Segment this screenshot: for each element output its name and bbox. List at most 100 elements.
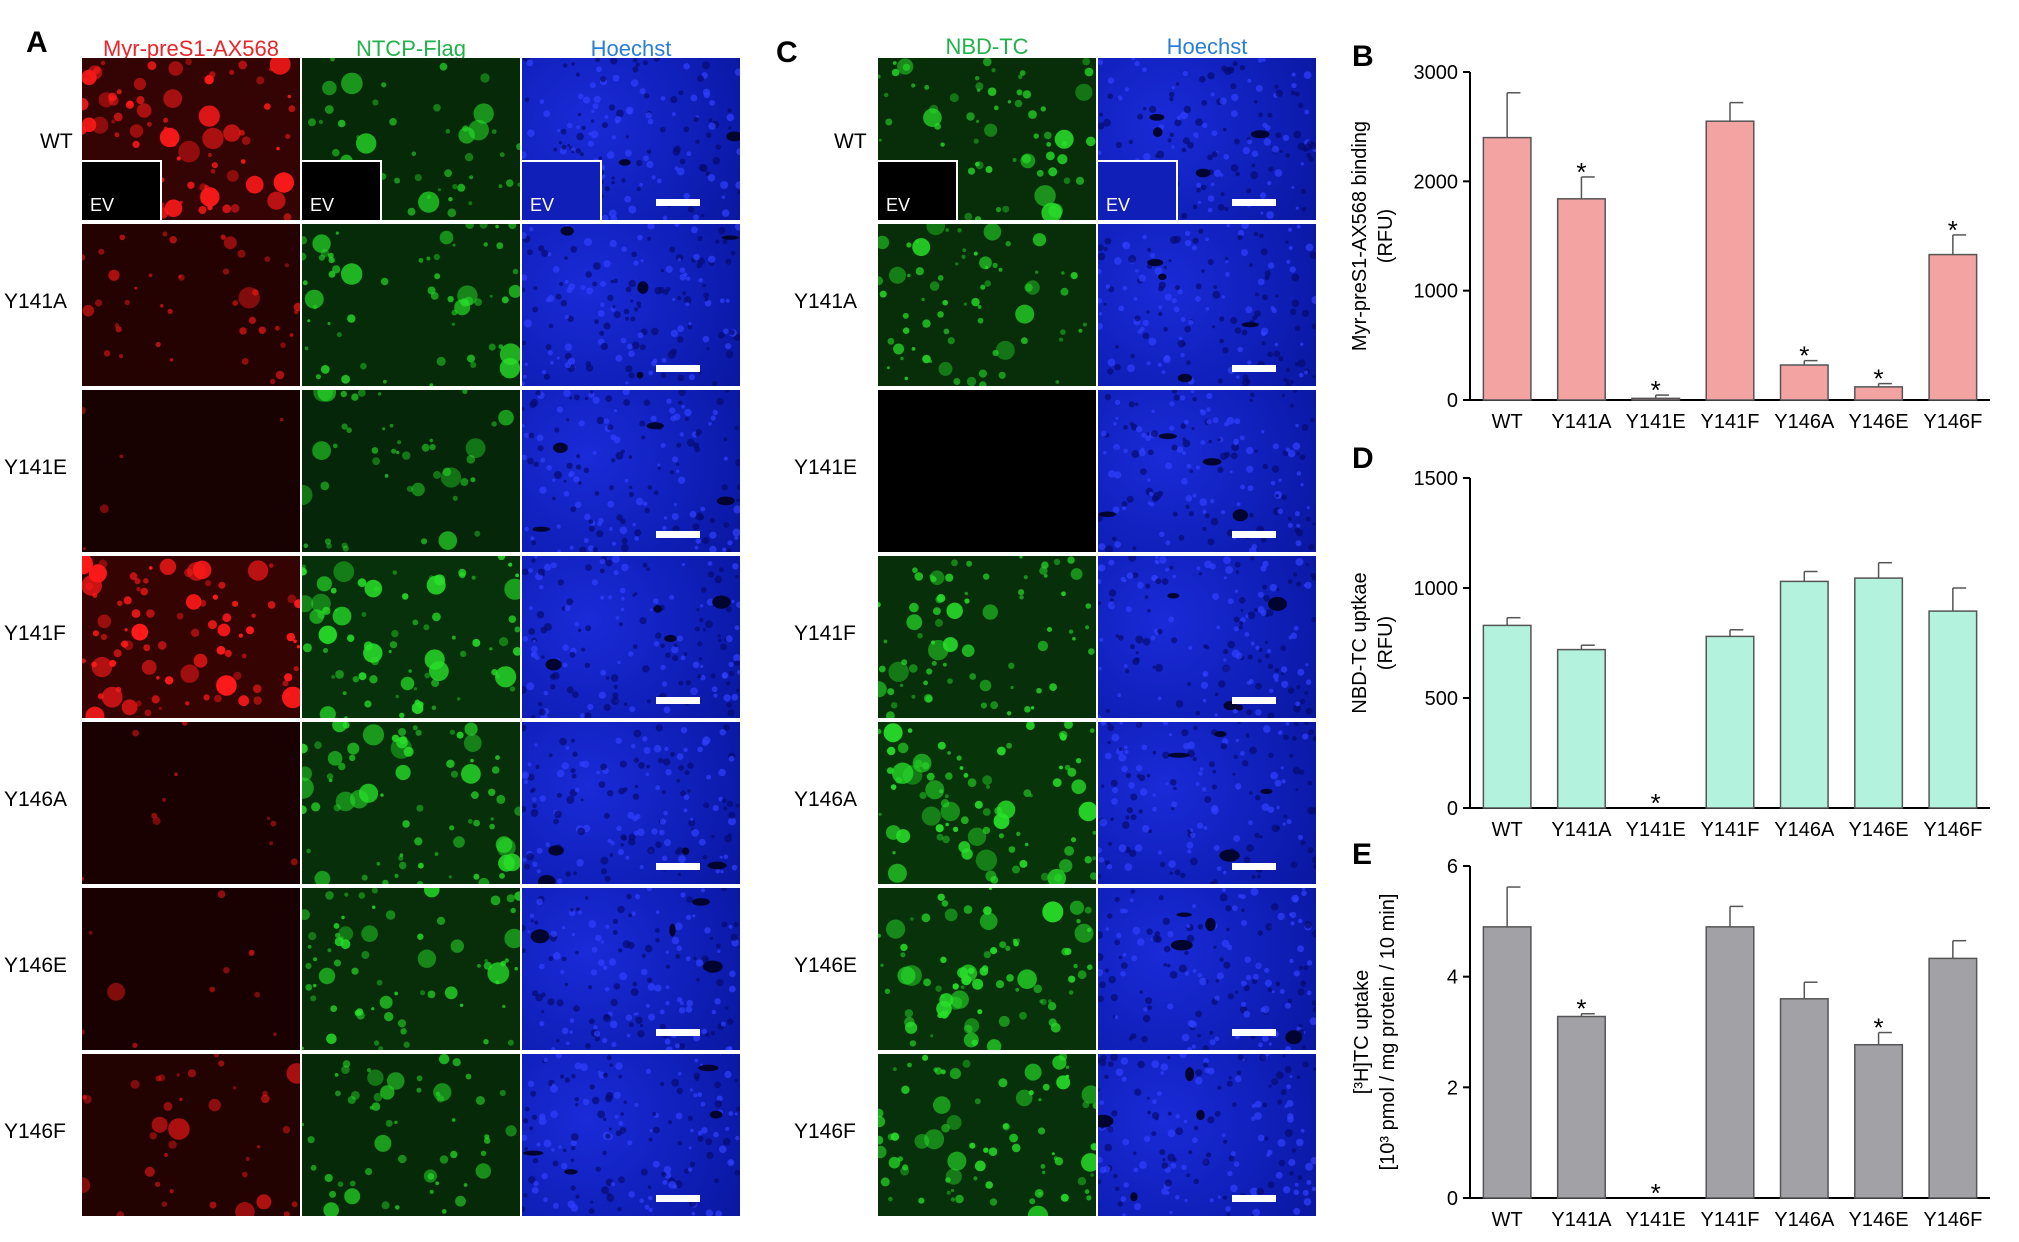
bar	[1928, 610, 1978, 809]
image-ntcp-flag	[302, 888, 520, 1050]
chart-b-binding: 0 1000 2000 3000 Myr-preS1-AX568 binding (RFU…	[1349, 62, 1990, 433]
significance-marker: *	[1948, 215, 1958, 245]
bar	[1854, 577, 1904, 809]
row-label-c: Y141E	[794, 456, 858, 479]
image-hoechst	[522, 224, 740, 386]
bar	[1779, 580, 1829, 809]
x-tick-label: Y146E	[1849, 411, 1909, 433]
image-nbd-tc	[878, 1054, 1096, 1216]
image-myr-pres1	[82, 722, 300, 884]
row-label-a: Y146A	[4, 788, 68, 811]
ev-inset: EV	[878, 160, 958, 220]
x-tick-label: Y146F	[1923, 1209, 1982, 1231]
header-hoechst-a: Hoechst	[590, 36, 672, 61]
row-label-c: Y141A	[794, 290, 858, 313]
x-tick-label: Y146A	[1774, 819, 1835, 841]
ev-label: EV	[90, 195, 115, 215]
y-axis-label: [³H]TC uptake	[1351, 970, 1373, 1094]
x-tick-label: Y146A	[1774, 411, 1835, 433]
x-tick-label: WT	[1492, 819, 1523, 841]
y-axis-label-units: [10³ pmol / mg protein / 10 min]	[1377, 894, 1399, 1171]
image-hoechst	[522, 1054, 740, 1216]
image-nbd-tc	[878, 722, 1096, 884]
significance-marker: *	[1576, 157, 1586, 187]
image-hoechst: EV	[1098, 58, 1316, 220]
significance-marker: *	[1874, 1013, 1884, 1043]
image-myr-pres1	[82, 390, 300, 552]
image-hoechst: EV	[522, 58, 740, 220]
y-tick-label: 3000	[1414, 62, 1459, 84]
row-label-a: Y141A	[4, 290, 68, 313]
image-ntcp-flag	[302, 390, 520, 552]
bar	[1556, 1015, 1606, 1199]
panel-letter-d: D	[1352, 442, 1374, 475]
scale-bar	[656, 697, 700, 704]
ev-inset: EV	[1098, 160, 1178, 220]
image-nbd-tc	[878, 390, 1096, 552]
image-hoechst	[1098, 556, 1316, 718]
x-tick-label: Y141F	[1701, 1209, 1760, 1231]
significance-marker: *	[1651, 788, 1661, 818]
x-tick-label: Y146F	[1923, 819, 1982, 841]
header-hoechst-c: Hoechst	[1166, 34, 1248, 59]
image-nbd-tc: EV	[878, 58, 1096, 220]
image-ntcp-flag	[302, 722, 520, 884]
ev-inset: EV	[522, 160, 602, 220]
bar	[1705, 635, 1755, 809]
y-tick-label: 2	[1447, 1077, 1458, 1099]
y-tick-label: 0	[1447, 390, 1458, 412]
x-tick-label: Y141E	[1626, 411, 1686, 433]
y-tick-label: 1500	[1414, 468, 1459, 490]
scale-bar	[1232, 1195, 1276, 1202]
bar	[1854, 1043, 1904, 1199]
x-tick-label: Y146F	[1923, 411, 1982, 433]
scale-bar	[1232, 199, 1276, 206]
image-hoechst	[522, 722, 740, 884]
image-hoechst	[1098, 390, 1316, 552]
image-hoechst	[1098, 888, 1316, 1050]
panel-letter-c: C	[776, 36, 798, 69]
scale-bar	[656, 1195, 700, 1202]
y-tick-label: 0	[1447, 798, 1458, 820]
row-label-c: WT	[834, 130, 867, 153]
image-myr-pres1	[82, 888, 300, 1050]
y-tick-label: 6	[1447, 856, 1458, 878]
x-tick-label: Y141A	[1551, 411, 1612, 433]
row-label-a: WT	[40, 130, 73, 153]
image-hoechst	[1098, 722, 1316, 884]
row-label-c: Y146F	[794, 1120, 856, 1143]
significance-marker: *	[1651, 375, 1661, 405]
panel-letter-a: A	[26, 26, 48, 59]
image-ntcp-flag	[302, 556, 520, 718]
image-myr-pres1	[82, 1054, 300, 1216]
panel-letter-b: B	[1352, 40, 1374, 73]
bar	[1705, 120, 1755, 401]
header-myr-pres1: Myr-preS1-AX568	[102, 36, 280, 61]
row-label-c: Y141F	[794, 622, 856, 645]
y-axis-label-units: (RFU)	[1375, 209, 1397, 263]
significance-marker: *	[1799, 341, 1809, 371]
row-label-a: Y141F	[4, 622, 66, 645]
ev-label: EV	[310, 195, 335, 215]
header-ntcp-flag: NTCP-Flag	[355, 36, 466, 61]
x-tick-label: Y146E	[1849, 1209, 1909, 1231]
scale-bar	[656, 199, 700, 206]
significance-marker: *	[1576, 994, 1586, 1024]
x-tick-label: Y146A	[1774, 1209, 1835, 1231]
y-tick-label: 1000	[1414, 578, 1459, 600]
image-hoechst	[522, 390, 740, 552]
ev-inset: EV	[302, 160, 382, 220]
x-tick-label: WT	[1492, 1209, 1523, 1231]
x-tick-label: Y141F	[1701, 819, 1760, 841]
y-tick-label: 1000	[1414, 281, 1459, 303]
panel-letter-e: E	[1352, 838, 1373, 871]
y-axis-label: Myr-preS1-AX568 binding	[1349, 121, 1371, 351]
row-label-c: Y146E	[794, 954, 858, 977]
x-tick-label: Y141E	[1626, 1209, 1686, 1231]
chart-e-tc-uptake: 0 2 4 6 [³H]TC uptake [10³ pmol / mg protein …	[1351, 856, 1990, 1231]
scale-bar	[1232, 863, 1276, 870]
image-myr-pres1	[82, 224, 300, 386]
image-ntcp-flag	[302, 1054, 520, 1216]
ev-label: EV	[1106, 195, 1131, 215]
